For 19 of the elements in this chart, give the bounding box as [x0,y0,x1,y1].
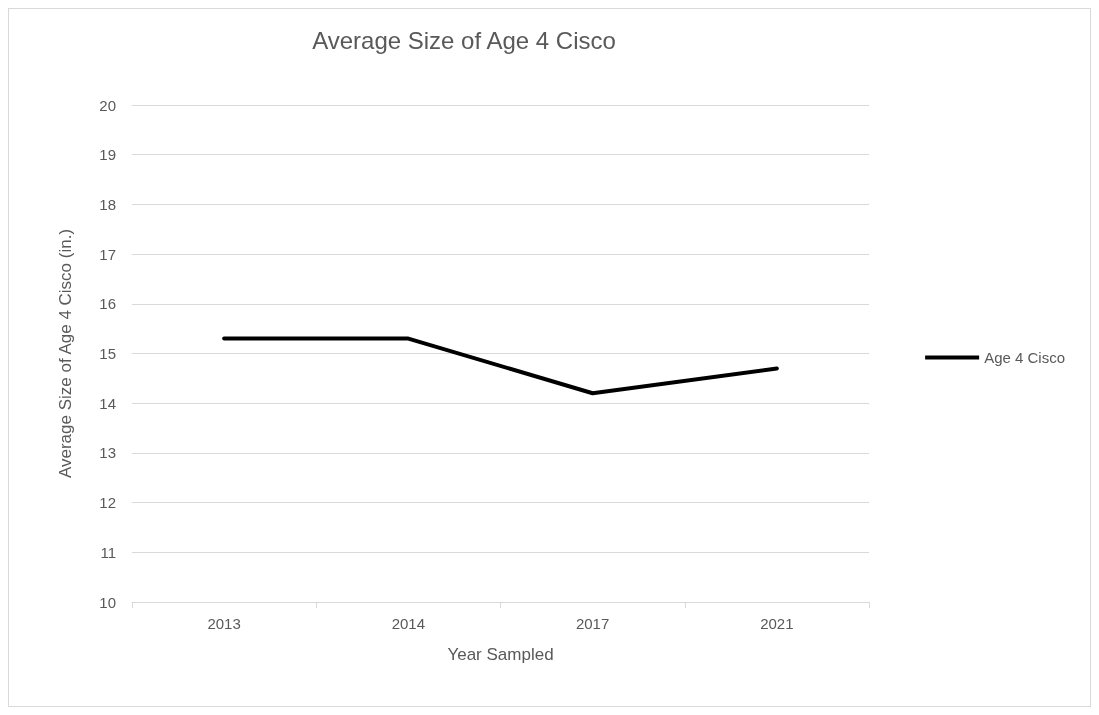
y-tick-label: 11 [100,543,116,561]
y-tick-label: 13 [99,444,116,462]
x-tick-label: 2013 [207,615,241,632]
y-tick-label: 15 [99,345,116,362]
x-axis-title: Year Sampled [447,645,554,664]
y-tick-label: 19 [99,146,116,164]
y-tick-label: 20 [99,96,116,114]
x-tick-label: 2017 [575,615,610,632]
legend-label: Age 4 Cisco [984,349,1065,366]
y-tick-label: 14 [99,394,116,412]
y-tick-label: 18 [99,195,116,213]
y-axis-title: Average Size of Age 4 Cisco (in.) [56,228,75,479]
x-tick-label: 2021 [760,615,794,632]
y-tick-label: 12 [99,494,116,512]
y-tick-label: 16 [99,295,116,313]
chart-title: Average Size of Age 4 Cisco [312,26,616,54]
x-tick-label: 2014 [391,615,426,632]
y-tick-label: 10 [99,593,116,611]
y-tick-label: 17 [99,245,116,263]
